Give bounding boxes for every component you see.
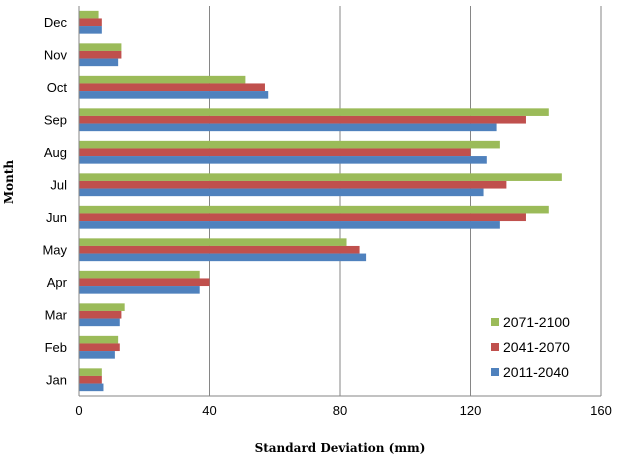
- y-tick-label-apr: Apr: [47, 275, 68, 290]
- bar-jul-2011-2040: [79, 188, 484, 197]
- x-axis-title: Standard Deviation (mm): [255, 441, 426, 455]
- bar-dec-2041-2070: [79, 18, 102, 27]
- bar-jan-2041-2070: [79, 375, 102, 384]
- legend-label-2011-2040: 2011-2040: [503, 364, 569, 380]
- bar-jun-2011-2040: [79, 221, 500, 229]
- legend-swatch-2011-2040: [491, 368, 499, 376]
- bar-oct-2071-2100: [79, 75, 246, 84]
- bar-sep-2071-2100: [79, 108, 549, 116]
- x-tick-label-40: 40: [202, 403, 216, 418]
- bar-jan-2071-2100: [79, 368, 102, 376]
- bar-jun-2071-2100: [79, 205, 549, 214]
- bar-jul-2071-2100: [79, 173, 562, 181]
- bar-aug-2011-2040: [79, 156, 487, 164]
- y-tick-label-jun: Jun: [46, 210, 67, 225]
- legend-swatch-2071-2100: [491, 318, 499, 326]
- bar-nov-2011-2040: [79, 58, 119, 67]
- y-tick-label-mar: Mar: [45, 307, 68, 322]
- y-tick-label-aug: Aug: [44, 145, 67, 160]
- x-tick-label-0: 0: [75, 403, 82, 418]
- bar-mar-2071-2100: [79, 303, 125, 311]
- legend-label-2041-2070: 2041-2070: [503, 339, 570, 355]
- y-tick-label-sep: Sep: [44, 112, 67, 127]
- bar-jan-2011-2040: [79, 383, 104, 392]
- bar-apr-2041-2070: [79, 278, 210, 287]
- bar-aug-2041-2070: [79, 148, 471, 157]
- legend-label-2071-2100: 2071-2100: [503, 314, 570, 330]
- bar-feb-2041-2070: [79, 343, 120, 352]
- bar-oct-2041-2070: [79, 83, 265, 92]
- bar-jul-2041-2070: [79, 180, 507, 189]
- bar-feb-2071-2100: [79, 335, 119, 344]
- bar-apr-2011-2040: [79, 286, 200, 294]
- x-tick-label-80: 80: [333, 403, 347, 418]
- legend: 2071-2100 2041-2070 2011-2040: [491, 314, 570, 380]
- y-tick-label-may: May: [42, 242, 67, 257]
- bar-dec-2071-2100: [79, 10, 99, 19]
- y-tick-label-oct: Oct: [47, 80, 68, 95]
- bar-may-2041-2070: [79, 245, 360, 254]
- y-tick-labels: Jan Feb Mar Apr May Jun Jul Aug Sep Oct Nov Dec: [42, 15, 67, 388]
- bar-aug-2071-2100: [79, 140, 500, 149]
- x-tick-label-160: 160: [590, 403, 612, 418]
- bar-oct-2011-2040: [79, 91, 269, 99]
- bar-nov-2071-2100: [79, 43, 122, 51]
- grid-lines: [209, 6, 602, 396]
- y-tick-label-nov: Nov: [44, 47, 68, 62]
- bar-may-2071-2100: [79, 238, 347, 246]
- bar-mar-2011-2040: [79, 318, 120, 327]
- bar-sep-2041-2070: [79, 115, 526, 124]
- y-axis-title: Month: [2, 160, 16, 205]
- bars: [79, 10, 562, 392]
- y-tick-label-dec: Dec: [44, 15, 68, 30]
- legend-swatch-2041-2070: [491, 343, 499, 351]
- bar-feb-2011-2040: [79, 351, 115, 359]
- bar-apr-2071-2100: [79, 270, 200, 279]
- x-tick-labels: 0 40 80 120 160: [75, 403, 611, 418]
- bar-dec-2011-2040: [79, 26, 102, 34]
- bar-mar-2041-2070: [79, 310, 122, 319]
- y-tick-label-jan: Jan: [46, 372, 67, 387]
- x-tick-label-120: 120: [460, 403, 482, 418]
- bar-sep-2011-2040: [79, 123, 497, 132]
- y-tick-label-jul: Jul: [50, 177, 67, 192]
- bar-nov-2041-2070: [79, 50, 122, 59]
- bar-jun-2041-2070: [79, 213, 526, 222]
- bar-may-2011-2040: [79, 253, 367, 262]
- y-tick-label-feb: Feb: [45, 340, 67, 355]
